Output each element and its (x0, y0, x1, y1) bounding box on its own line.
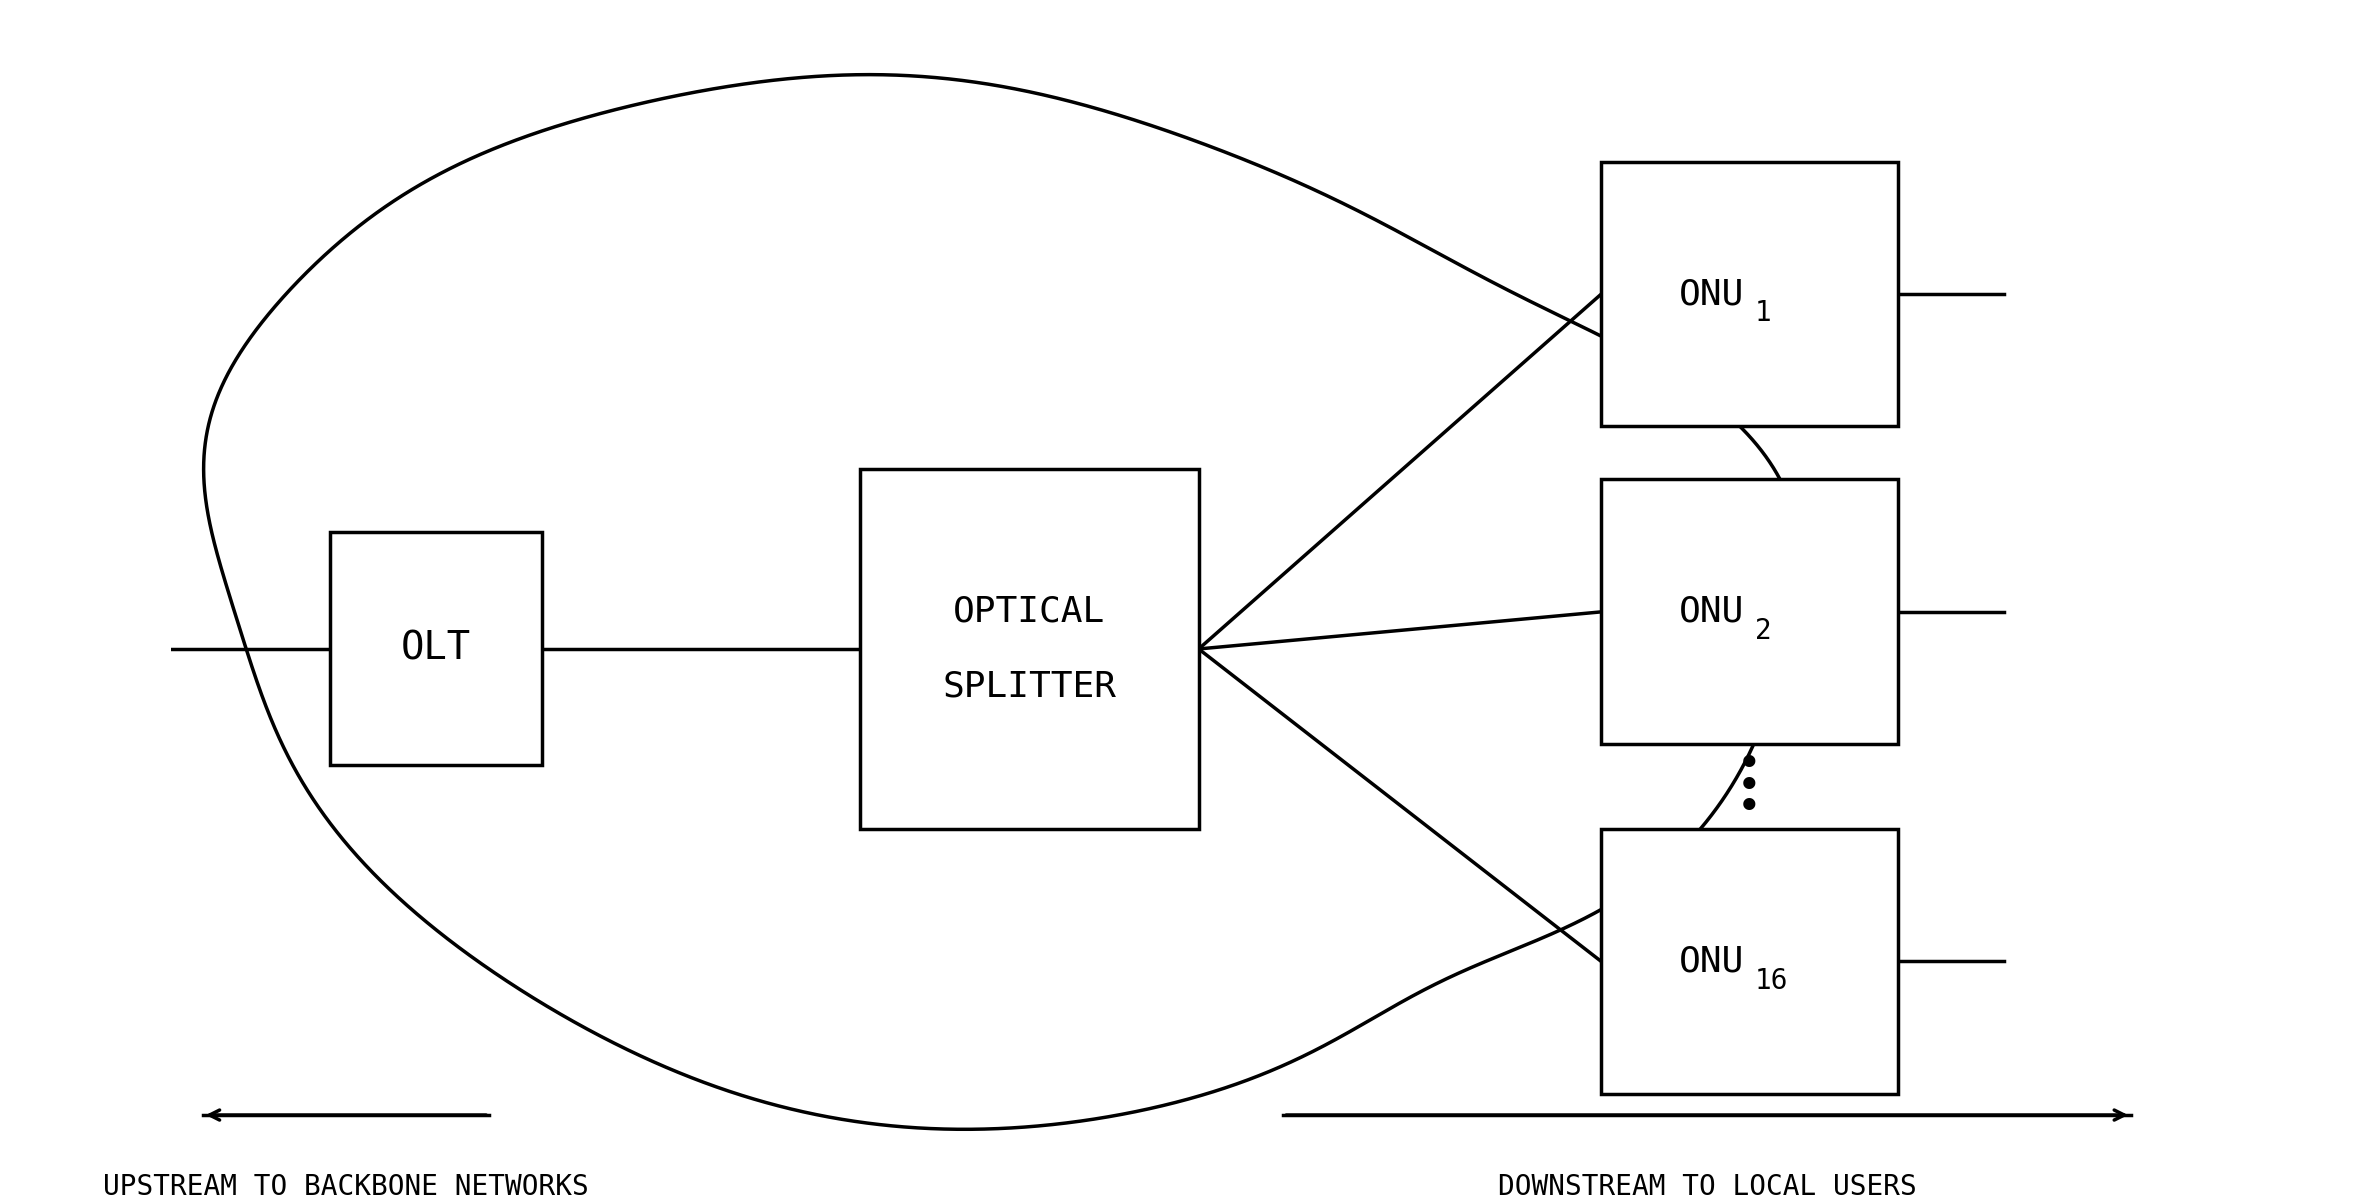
Text: OPTICAL: OPTICAL (954, 594, 1104, 629)
Text: 16: 16 (1754, 966, 1787, 995)
Text: 1: 1 (1754, 300, 1771, 327)
Text: •: • (1738, 745, 1762, 787)
Text: SPLITTER: SPLITTER (942, 669, 1116, 703)
Bar (1601, 480, 1898, 745)
Text: DOWNSTREAM TO LOCAL USERS: DOWNSTREAM TO LOCAL USERS (1498, 1173, 1917, 1202)
Bar (330, 533, 542, 765)
Bar (860, 469, 1199, 829)
Text: 2: 2 (1754, 617, 1771, 645)
Text: •: • (1738, 765, 1762, 807)
Text: ONU: ONU (1679, 944, 1745, 978)
Text: ONU: ONU (1679, 594, 1745, 629)
Text: OLT: OLT (400, 630, 471, 668)
Text: ONU: ONU (1679, 277, 1745, 312)
Bar (1601, 829, 1898, 1094)
Text: UPSTREAM TO BACKBONE NETWORKS: UPSTREAM TO BACKBONE NETWORKS (104, 1173, 589, 1202)
Bar (1601, 161, 1898, 427)
Text: •: • (1738, 787, 1762, 829)
